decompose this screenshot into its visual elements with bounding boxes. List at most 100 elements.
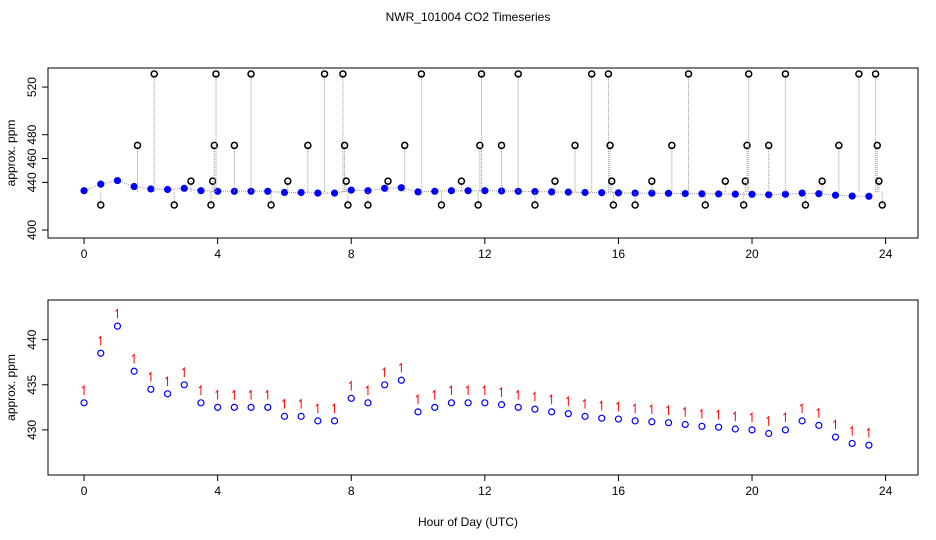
flag-mark xyxy=(749,411,753,423)
outlier-point xyxy=(384,177,392,185)
flag-mark xyxy=(716,409,720,420)
flag-mark xyxy=(332,402,336,414)
flag-mark xyxy=(198,384,202,396)
outlier-point xyxy=(514,70,522,78)
outlier-point xyxy=(400,141,409,150)
flag-mark xyxy=(732,411,736,422)
flag-mark xyxy=(866,427,870,438)
outlier-point xyxy=(875,177,883,185)
data-point xyxy=(197,187,205,195)
data-point xyxy=(464,187,472,195)
flag-mark xyxy=(181,366,185,378)
data-point xyxy=(781,426,790,434)
data-point xyxy=(698,190,706,198)
data-point xyxy=(531,187,539,196)
data-point xyxy=(865,192,873,200)
data-point xyxy=(214,403,222,411)
data-point xyxy=(497,401,506,409)
data-point xyxy=(330,417,339,425)
flag-mark xyxy=(549,393,553,405)
flag-mark xyxy=(816,407,820,418)
flag-mark xyxy=(98,335,102,346)
flag-mark xyxy=(148,371,152,382)
plot-frame xyxy=(47,67,919,239)
data-point xyxy=(113,176,122,185)
outlier-point xyxy=(701,201,710,209)
flag-mark xyxy=(565,395,569,406)
flag-mark xyxy=(415,393,419,405)
data-point xyxy=(130,182,138,191)
data-point xyxy=(297,412,305,420)
data-point xyxy=(163,185,172,194)
data-point xyxy=(163,390,172,398)
outlier-point xyxy=(476,141,484,150)
flag-mark xyxy=(499,386,503,397)
flag-mark xyxy=(265,389,269,400)
flag-mark xyxy=(465,384,469,396)
outlier-point xyxy=(684,70,693,78)
x-tick-label: 4 xyxy=(214,247,221,261)
x-tick-label: 4 xyxy=(214,484,221,498)
outlier-point xyxy=(170,201,178,209)
outlier-point xyxy=(781,70,790,78)
outlier-point xyxy=(871,70,880,78)
data-point xyxy=(381,184,389,192)
y-tick-label: 430 xyxy=(25,420,39,440)
data-point xyxy=(765,429,773,438)
data-point xyxy=(481,187,489,195)
outlier-point xyxy=(609,201,618,209)
flag-mark xyxy=(682,406,686,417)
data-point xyxy=(280,412,289,420)
flag-mark xyxy=(515,389,519,400)
y-axis-label: approx. ppm xyxy=(4,120,18,187)
data-point xyxy=(631,417,639,425)
y-tick-label: 460 xyxy=(25,148,39,168)
flag-mark xyxy=(699,408,703,419)
outlier-point xyxy=(339,70,347,78)
flag-mark xyxy=(248,389,252,400)
data-point xyxy=(564,410,572,418)
flag-mark xyxy=(165,375,169,387)
outlier-point xyxy=(571,141,579,150)
outlier-point xyxy=(284,177,292,185)
outlier-point xyxy=(497,141,506,150)
outlier-point xyxy=(474,201,482,209)
flag-mark xyxy=(131,353,135,364)
outlier-point xyxy=(342,177,350,185)
data-point xyxy=(731,190,739,198)
outlier-point xyxy=(267,201,275,209)
flag-mark xyxy=(432,389,436,400)
x-tick-label: 16 xyxy=(612,484,626,498)
flag-mark xyxy=(833,419,837,430)
flag-mark xyxy=(532,391,536,402)
data-point xyxy=(848,439,856,448)
flag-mark xyxy=(215,389,219,400)
data-point xyxy=(447,187,456,195)
data-point xyxy=(831,433,840,441)
data-point xyxy=(464,399,472,407)
flag-mark xyxy=(783,411,786,423)
outlier-point xyxy=(531,201,539,209)
data-point xyxy=(681,189,689,198)
data-point xyxy=(698,422,706,430)
data-point xyxy=(230,403,238,411)
flag-mark xyxy=(348,380,352,391)
outlier-point xyxy=(150,70,158,78)
outlier-point xyxy=(304,141,312,150)
data-point xyxy=(681,420,689,429)
y-tick-label: 440 xyxy=(25,329,39,349)
data-point xyxy=(397,376,405,384)
flag-mark xyxy=(81,384,85,396)
flag-mark xyxy=(849,425,853,436)
flag-mark xyxy=(582,398,586,409)
outlier-point xyxy=(743,141,751,150)
flag-mark xyxy=(382,366,386,378)
flag-mark xyxy=(282,398,285,409)
flag-mark xyxy=(232,389,235,400)
data-point xyxy=(113,322,122,330)
data-point xyxy=(514,403,522,411)
data-point xyxy=(147,385,155,393)
outlier-point xyxy=(457,177,466,185)
data-point xyxy=(831,191,840,199)
